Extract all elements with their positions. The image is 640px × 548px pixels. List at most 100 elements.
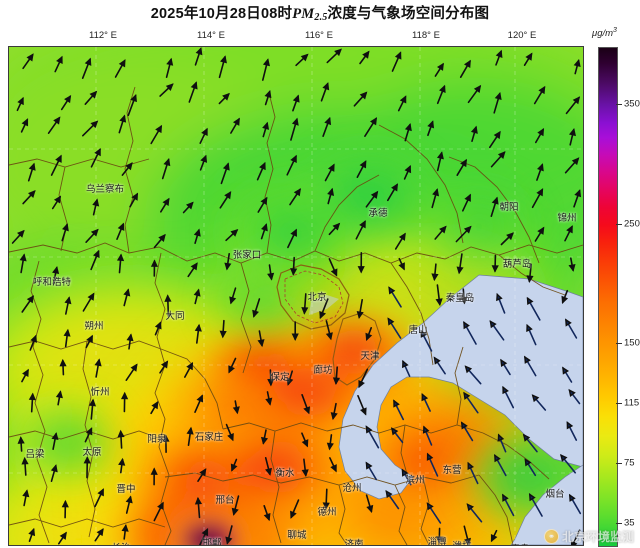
wind-barb-head — [85, 427, 93, 436]
colorbar-tick-label: 250 — [624, 218, 640, 230]
wind-barb-head — [366, 504, 374, 514]
wind-barb-head — [502, 385, 509, 395]
wind-barb-head — [26, 295, 34, 304]
wind-barb-head — [125, 162, 133, 171]
wind-barb-head — [166, 57, 174, 66]
wind-barb-head — [260, 196, 268, 205]
wind-barb-head — [290, 154, 297, 163]
wind-barb-head — [524, 355, 531, 364]
wind-barb-head — [118, 59, 126, 68]
wind-barb-head — [398, 232, 406, 241]
pm25-concentration-heatmap — [9, 47, 583, 545]
sea-mask — [309, 274, 583, 545]
wind-barb-head — [94, 358, 102, 367]
wind-barb-head — [119, 114, 127, 123]
wind-barb-head — [360, 407, 367, 416]
map-gridlines — [9, 47, 583, 545]
wind-barb-head — [365, 332, 373, 342]
wind-barb-head — [265, 397, 273, 406]
wind-barb-head — [121, 524, 129, 532]
wind-barb-head — [359, 220, 366, 229]
wind-barb-head — [401, 468, 409, 477]
wind-barb-head — [160, 360, 169, 369]
wind-barb-head — [200, 154, 208, 163]
wind-barb-head — [28, 190, 36, 198]
wind-barb-head — [86, 334, 93, 344]
wind-barb-head — [186, 426, 194, 435]
wind-barb-head — [17, 96, 24, 106]
wind-barb-head — [22, 368, 29, 378]
wind-barb-head — [293, 188, 301, 197]
colorbar-tick-label: 150 — [624, 337, 640, 349]
wind-barb-head — [393, 399, 400, 408]
wind-barb-head — [117, 429, 125, 438]
wind-barb-head — [327, 187, 335, 196]
wind-barb-head — [404, 165, 412, 174]
wind-barb-head — [562, 366, 570, 375]
wind-barb-head — [322, 82, 330, 91]
wind-barb-head — [303, 406, 311, 415]
wind-barb-head — [97, 488, 104, 497]
wind-barb-head — [573, 58, 581, 68]
wind-barb-head — [267, 272, 275, 281]
wind-barb-head — [162, 434, 170, 442]
colorbar-unit-label: μg/m3 — [592, 27, 617, 39]
wind-barb-head — [301, 439, 309, 448]
wind-barb-head — [26, 53, 34, 62]
wind-barb-head — [28, 527, 36, 537]
wind-barb-head — [439, 84, 446, 94]
wind-barb-head — [496, 292, 503, 302]
wind-barb-head — [228, 365, 235, 374]
wind-barb-head — [319, 310, 327, 320]
wind-barb-head — [497, 433, 505, 442]
wind-barb-head — [64, 94, 72, 104]
wind-barb-head — [436, 62, 444, 71]
wind-barb-head — [357, 266, 365, 274]
wind-barb-head — [195, 47, 203, 56]
wind-barb-head — [225, 536, 233, 545]
wind-barb-head — [570, 540, 578, 545]
wind-barb-head — [150, 259, 158, 267]
colorbar-tick-label: 350 — [624, 98, 640, 110]
wind-barb-head — [433, 356, 441, 365]
wind-barb-head — [22, 489, 30, 498]
wind-barb-head — [537, 127, 545, 137]
wind-barb-head — [53, 195, 62, 204]
colorbar-tick-label: 35 — [624, 517, 635, 529]
wind-barb-head — [194, 496, 203, 505]
wind-barb-head — [96, 528, 104, 537]
wind-barb-head — [431, 273, 439, 282]
wind-barb-head — [83, 455, 91, 464]
wind-barb-head — [193, 288, 201, 297]
wind-barb-head — [463, 59, 471, 68]
wind-barb-head — [390, 427, 399, 436]
wind-barb-head — [92, 198, 100, 207]
wind-barb-head — [196, 394, 204, 403]
longitude-tick-label: 112° E — [89, 30, 117, 41]
chart-title-pm-subscript: 2.5 — [314, 12, 328, 23]
wind-barb-head — [495, 49, 503, 59]
colorbar-tick-mark — [616, 522, 622, 524]
wind-barb-head — [322, 502, 330, 510]
wind-barb-head — [334, 48, 342, 57]
wind-barb-head — [252, 309, 259, 318]
wind-barb-head — [470, 125, 478, 134]
wind-vector-field — [11, 47, 582, 545]
chart-title-pm: PM — [292, 6, 315, 22]
wind-barb-head — [324, 116, 332, 126]
wind-barb-head — [369, 117, 378, 126]
wind-barb-head — [502, 493, 509, 502]
watermark: ⚭ 北京环境监测 — [543, 528, 634, 545]
wind-barb-head — [460, 158, 467, 168]
chart-title-prefix: 2025年10月28日08时 — [150, 6, 293, 22]
wind-barb-head — [332, 377, 341, 386]
chart-title-suffix: 浓度与气象场空间分布图 — [327, 6, 490, 22]
wind-barb-head — [365, 425, 373, 434]
wind-barb-head — [286, 377, 294, 386]
wind-barb-head — [199, 468, 207, 477]
wind-barb-head — [232, 117, 240, 126]
wind-barb-head — [494, 91, 502, 101]
wind-barb-head — [473, 84, 482, 94]
wind-barb-head — [52, 266, 60, 274]
wind-barb-head — [439, 225, 447, 234]
